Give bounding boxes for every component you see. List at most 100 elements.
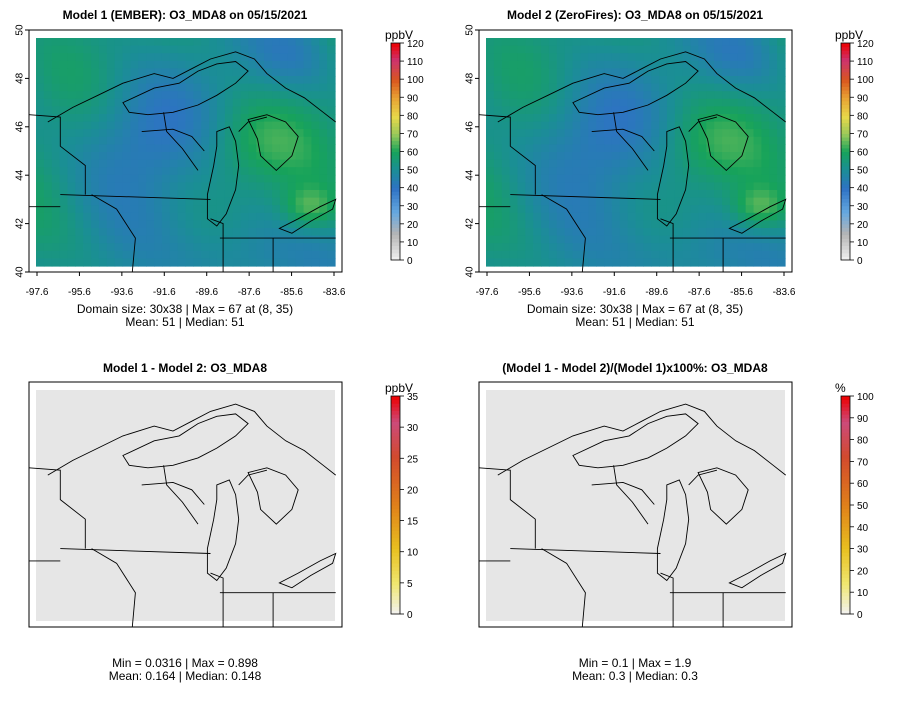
grid-cell <box>517 114 526 123</box>
grid-cell <box>509 114 519 123</box>
grid-cell <box>327 129 336 138</box>
colorbar-step <box>391 147 400 152</box>
grid-cell <box>698 91 707 100</box>
grid-cell <box>36 98 45 107</box>
grid-cell <box>67 38 76 47</box>
grid-cell <box>303 91 312 100</box>
grid-cell <box>201 159 210 168</box>
grid-cell <box>777 38 786 47</box>
grid-cell <box>177 83 187 92</box>
grid-cell <box>311 235 320 244</box>
grid-cell <box>643 144 652 153</box>
grid-cell <box>729 205 739 214</box>
colorbar-step <box>841 46 850 51</box>
grid-cell <box>67 121 76 130</box>
grid-cell <box>83 197 92 206</box>
country-border <box>497 403 786 476</box>
grid-cell <box>690 45 700 54</box>
grid-cell <box>311 106 320 115</box>
grid-cell <box>75 38 84 47</box>
grid-cell <box>287 228 297 237</box>
grid-cell <box>706 228 715 237</box>
grid-cell <box>493 235 503 244</box>
grid-cell <box>146 136 155 145</box>
grid-cell <box>643 205 652 214</box>
grid-cell <box>556 243 566 252</box>
grid-cell <box>635 235 644 244</box>
lake-erie <box>278 552 337 589</box>
grid-cell <box>698 220 707 229</box>
grid-cell <box>604 167 613 176</box>
grid-cell <box>264 212 273 221</box>
grid-cell <box>548 205 558 214</box>
colorbar-step <box>391 534 400 539</box>
grid-cell <box>564 76 574 85</box>
grid-cell <box>83 136 92 145</box>
lat-label: 48 <box>15 72 26 84</box>
grid-cell <box>272 190 281 199</box>
grid-cell <box>122 76 132 85</box>
grid-cell <box>690 136 700 145</box>
grid-cell <box>674 45 684 54</box>
colorbar-step <box>391 414 400 419</box>
lon-label: -87.6 <box>688 287 711 298</box>
grid-cell <box>588 136 597 145</box>
grid-cell <box>651 136 660 145</box>
state-border <box>210 218 224 272</box>
grid-cell <box>51 83 61 92</box>
grid-cell <box>714 83 723 92</box>
grid-cell <box>651 243 660 252</box>
grid-cell <box>769 68 778 77</box>
grid-cell <box>36 182 45 191</box>
grid-cell <box>138 212 147 221</box>
grid-cell <box>311 190 320 199</box>
grid-cell <box>769 159 778 168</box>
grid-cell <box>769 220 778 229</box>
grid-cell <box>169 212 179 221</box>
colorbar-step <box>841 592 850 597</box>
grid-cell <box>635 228 644 237</box>
grid-cell <box>533 53 542 62</box>
colorbar-step <box>391 57 400 62</box>
grid-cell <box>564 190 574 199</box>
grid-cell <box>240 250 250 259</box>
grid-cell <box>98 250 108 259</box>
grid-cell <box>548 167 558 176</box>
grid-cell <box>59 98 69 107</box>
grid-cell <box>106 212 116 221</box>
grid-cell <box>295 68 305 77</box>
colorbar-step <box>391 574 400 579</box>
grid-cell <box>295 197 305 206</box>
grid-cell <box>493 121 503 130</box>
grid-cell <box>651 167 660 176</box>
grid-cell <box>580 114 589 123</box>
grid-cell <box>564 106 574 115</box>
grid-cell <box>753 197 762 206</box>
grid-cell <box>122 45 132 54</box>
grid-cell <box>75 114 84 123</box>
grid-cell <box>627 212 637 221</box>
grid-cell <box>643 159 652 168</box>
grid-cell <box>256 129 265 138</box>
grid-cell <box>666 144 676 153</box>
grid-cell <box>596 197 605 206</box>
grid-cell <box>525 136 534 145</box>
colorbar-tick-label: 60 <box>857 479 869 490</box>
stats-line-1: Min = 0.0316 | Max = 0.898 <box>112 656 258 670</box>
colorbar-step <box>841 71 850 77</box>
grid-cell <box>83 243 92 252</box>
grid-cell <box>138 98 147 107</box>
grid-cell <box>729 83 739 92</box>
grid-cell <box>232 53 242 62</box>
grid-cell <box>564 53 574 62</box>
grid-cell <box>122 60 132 69</box>
colorbar-step <box>841 548 850 553</box>
grid-cell <box>753 129 762 138</box>
grid-cell <box>525 83 534 92</box>
grid-cell <box>564 136 574 145</box>
grid-cell <box>659 174 668 183</box>
grid-cell <box>714 91 723 100</box>
grid-cell <box>295 38 305 47</box>
grid-cell <box>611 136 621 145</box>
grid-cell <box>256 98 265 107</box>
